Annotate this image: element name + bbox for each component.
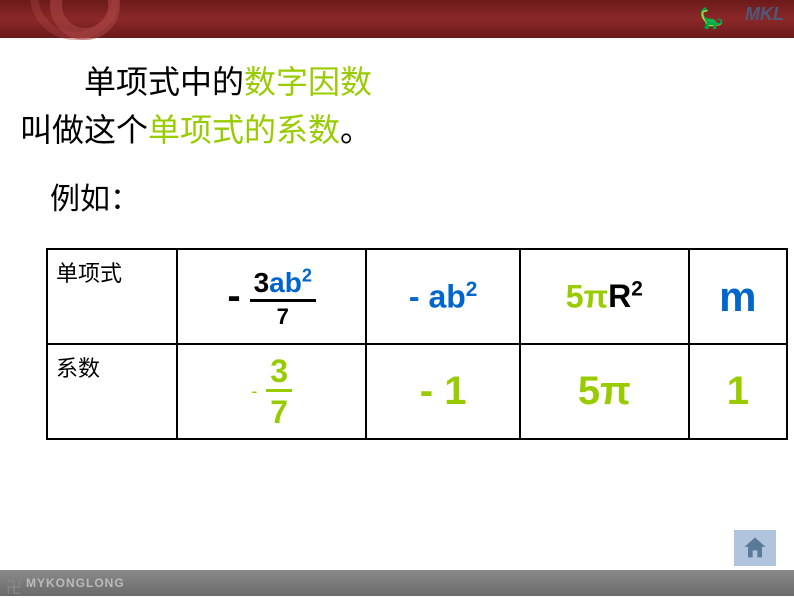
coefficient-cell: 1 [689, 344, 787, 439]
table-row: 系数 - 3 7 - 1 5π 1 [47, 344, 787, 439]
monomial-cell: m [689, 249, 787, 344]
slide-content: 单项式中的数字因数 叫做这个单项式的系数。 例如： 单项式 - 3ab2 7 -… [0, 38, 794, 440]
logo-text: MKL [745, 4, 784, 25]
row-header: 单项式 [47, 249, 177, 344]
coefficient-cell: 5π [520, 344, 689, 439]
footer-bar: 卍 MYKONGLONG [0, 570, 794, 596]
fraction: 3ab2 7 [250, 265, 316, 328]
footer-glyph-icon: 卍 [6, 574, 24, 592]
home-button[interactable] [734, 530, 776, 566]
decorative-ring [30, 0, 120, 40]
dinosaur-icon: 🦕 [699, 6, 724, 31]
home-up-icon [741, 534, 769, 562]
fraction: 3 7 [266, 355, 292, 428]
monomial-cell: - 3ab2 7 [177, 249, 366, 344]
coefficient-table: 单项式 - 3ab2 7 - ab2 5πR2 m 系数 - [46, 248, 788, 440]
monomial-cell: - ab2 [366, 249, 520, 344]
coefficient-cell: - 3 7 [177, 344, 366, 439]
footer-text: MYKONGLONG [26, 576, 125, 590]
row-header: 系数 [47, 344, 177, 439]
table-row: 单项式 - 3ab2 7 - ab2 5πR2 m [47, 249, 787, 344]
example-label: 例如： [50, 174, 754, 218]
header-bar: 🦕 MKL [0, 0, 794, 38]
definition-line1: 单项式中的数字因数 [20, 58, 754, 106]
definition-line2: 叫做这个单项式的系数。 [20, 106, 754, 154]
monomial-cell: 5πR2 [520, 249, 689, 344]
coefficient-cell: - 1 [366, 344, 520, 439]
